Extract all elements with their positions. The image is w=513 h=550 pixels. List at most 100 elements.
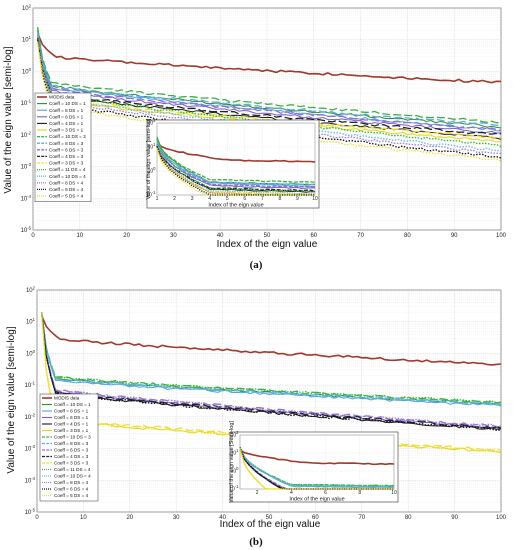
y-tick-label: 100 <box>26 349 36 358</box>
legend-label: MODIS data <box>54 396 80 401</box>
panel-b-label: (b) <box>249 536 263 548</box>
panel-b-y-ticks: 10-5 10-4 10-3 10-2 10-1 100 101 102 <box>25 286 36 517</box>
x-tick-label: 0 <box>31 233 35 239</box>
x-tick-label: 40 <box>217 233 224 239</box>
x-tick-label: 10 <box>76 233 83 239</box>
x-tick-label: 90 <box>451 233 458 239</box>
inset-x-tick-label: 10 <box>391 490 397 496</box>
inset-x-tick-label: 5 <box>226 196 229 202</box>
legend-label: Coeff = 5 DS = 4 <box>49 194 84 199</box>
inset-series-line <box>156 143 316 188</box>
x-tick-label: 50 <box>264 233 271 239</box>
inset-series-line <box>156 149 315 196</box>
legend-box <box>34 92 92 202</box>
y-tick-label: 101 <box>22 35 32 44</box>
panel-a-y-axis-label: Value of the eign value [semi-log] <box>3 46 14 193</box>
legend-label: Coeff = 6 DS = 1 <box>54 415 89 420</box>
inset-series-line <box>156 139 315 193</box>
inset-y-tick-label: 102 <box>231 430 240 439</box>
panel-a-y-ticks: 10-5 10-4 10-3 10-2 10-1 100 101 102 <box>21 4 32 235</box>
series-line <box>37 38 502 135</box>
x-tick-label: 50 <box>266 515 273 521</box>
inset-x-tick-label: 6 <box>243 196 246 202</box>
inset-x-tick-label: 9 <box>296 196 299 202</box>
inset-series-line <box>156 146 315 196</box>
legend-label: Coeff = 6 DS = 4 <box>49 187 84 192</box>
x-tick-label: 80 <box>404 233 411 239</box>
x-tick-label: 100 <box>496 233 507 239</box>
inset-y-axis-label: Value of the eign value [Semi-log] <box>229 421 235 503</box>
panel-a-label: (a) <box>250 259 263 271</box>
legend-label: Coeff = 3 DS = 3 <box>49 161 84 166</box>
legend-label: Coeff = 11 DS = 4 <box>49 167 86 172</box>
x-tick-label: 60 <box>312 515 319 521</box>
x-tick-label: 40 <box>219 515 226 521</box>
series-line <box>40 312 502 428</box>
inset-y-tick-label: 102 <box>148 118 157 127</box>
inset-series-line <box>239 447 394 490</box>
x-tick-label: 80 <box>405 515 412 521</box>
legend-label: Coeff = 10 DS = 1 <box>49 101 86 106</box>
legend-label: Coeff = 6 DS = 3 <box>49 147 84 152</box>
panel-a-inset: 10-1 100 101 102 1 2 3 4 5 6 7 8 9 10 Index of the eig… <box>146 118 320 209</box>
legend-label: Coeff = 3 DS = 3 <box>54 461 89 466</box>
series-line <box>37 34 502 132</box>
panel-a-x-axis-label: Index of the eign value <box>217 239 318 250</box>
x-tick-label: 100 <box>496 515 507 521</box>
x-tick-label: 70 <box>358 515 365 521</box>
legend-label: Coeff = 8 DS = 3 <box>54 441 89 446</box>
legend-label: Coeff = 8 DS = 4 <box>49 180 84 185</box>
legend-label: Coeff = 6 DS = 3 <box>54 448 89 453</box>
inset-y-axis-label: Value of the eign value [semi-log] <box>146 118 152 199</box>
inset-y-tick-label: 101 <box>231 448 240 457</box>
inset-x-tick-label: 7 <box>261 196 264 202</box>
panel-a-series-lines <box>36 26 502 162</box>
inset-y-tick-label: 10-1 <box>229 484 239 493</box>
series-line <box>40 312 502 406</box>
y-tick-label: 10-5 <box>25 508 36 517</box>
x-tick-label: 70 <box>357 233 364 239</box>
legend-label: Coeff = 6 DS = 1 <box>49 114 84 119</box>
inset-series-line <box>239 447 395 487</box>
inset-x-tick-label: 4 <box>290 490 293 496</box>
series-line <box>40 312 502 404</box>
inset-series-line <box>239 447 395 488</box>
x-tick-label: 20 <box>126 515 133 521</box>
legend-label: Coeff = 4 DS = 1 <box>54 422 89 427</box>
y-tick-label: 10-4 <box>21 194 32 203</box>
y-tick-label: 10-1 <box>25 381 36 390</box>
inset-series-line <box>239 448 395 466</box>
legend-label: Coeff = 8 DS = 3 <box>49 141 84 146</box>
inset-x-tick-label: 2 <box>256 490 259 496</box>
y-tick-label: 101 <box>26 317 36 326</box>
y-tick-label: 10-3 <box>21 162 32 171</box>
inset-y-tick-label: 101 <box>148 142 157 151</box>
legend-label: Coeff = 11 DS = 4 <box>54 467 91 472</box>
legend-label: Coeff = 6 DS = 4 <box>54 487 89 492</box>
panel-b-y-axis-label: Value of the eign value [semi-log] <box>6 326 17 473</box>
series-line <box>37 36 502 140</box>
inset-series-line <box>156 138 316 183</box>
series-line <box>40 312 502 429</box>
inset-x-tick-label: 10 <box>312 196 318 202</box>
legend-label: Coeff = 10 DS = 1 <box>54 402 91 407</box>
x-tick-label: 20 <box>123 233 130 239</box>
panel-b-x-ticks: 0 10 20 30 40 50 60 70 80 90 100 <box>35 515 506 521</box>
inset-x-axis-label: Index of the eign value <box>208 203 263 209</box>
y-tick-label: 102 <box>26 286 36 295</box>
series-line <box>36 33 502 84</box>
panel-b-inset: 10-1 100 101 102 2 4 6 8 10 Index of the eign val… <box>229 421 399 503</box>
panel-b-x-axis-label: Index of the eign value <box>220 519 321 530</box>
series-line <box>41 312 502 407</box>
inset-series-line <box>156 141 316 186</box>
y-tick-label: 100 <box>22 67 32 76</box>
inset-x-tick-label: 8 <box>358 490 361 496</box>
legend-label: Coeff = 10 DS = 3 <box>49 134 86 139</box>
panel-a-chart: 0 10 20 30 40 50 60 70 80 90 100 10-510-410-310-21… <box>3 4 507 272</box>
inset-x-tick-label: 6 <box>324 490 327 496</box>
legend-label: Coeff = 10 DS = 3 <box>54 435 91 440</box>
inset-x-tick-label: 4 <box>208 196 211 202</box>
